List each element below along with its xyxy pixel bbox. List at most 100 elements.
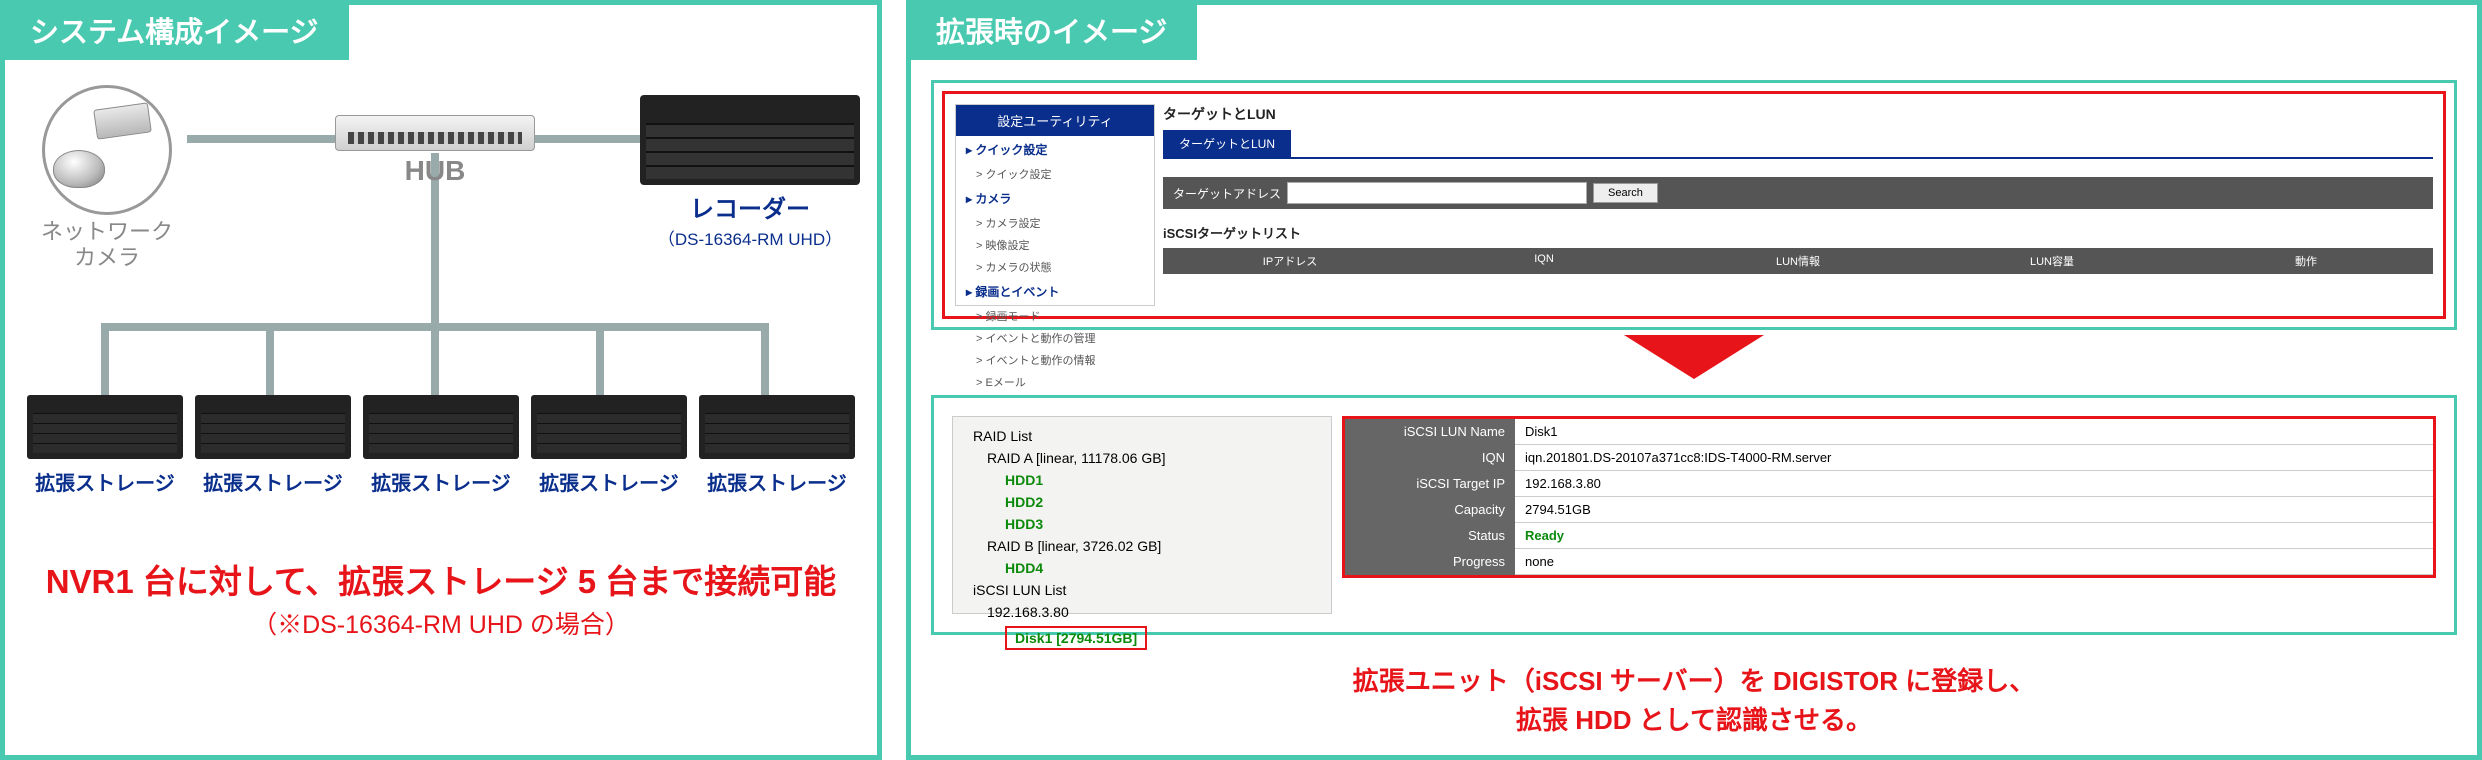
diagram-right: 設定ユーティリティ ▸ クイック設定> クイック設定▸ カメラ> カメラ設定> … <box>911 65 2477 755</box>
tree-hdd4: HDD4 <box>961 557 1323 579</box>
storage-unit: 拡張ストレージ <box>195 395 351 496</box>
camera-icon-circle <box>42 85 172 215</box>
arrow-down-icon <box>1624 335 1764 379</box>
wire <box>101 323 109 399</box>
panel-expansion: 拡張時のイメージ 設定ユーティリティ ▸ クイック設定> クイック設定▸ カメラ… <box>906 0 2482 760</box>
search-button[interactable]: Search <box>1593 183 1658 203</box>
nav-item[interactable]: ▸ クイック設定 <box>956 136 1154 163</box>
tree-disk-highlight: Disk1 [2794.51GB] <box>1005 626 1147 650</box>
page-title: ターゲットとLUN <box>1163 104 2433 124</box>
camera-label: ネットワークカメラ <box>23 219 191 272</box>
target-address-input[interactable] <box>1287 182 1587 204</box>
tree-hdd: HDD1 <box>961 469 1323 491</box>
nav-item[interactable]: ▸ 録画とイベント <box>956 278 1154 305</box>
screenshot-b: RAID List RAID A [linear, 11178.06 GB] H… <box>931 395 2457 635</box>
tab-target-lun[interactable]: ターゲットとLUN <box>1163 130 1291 157</box>
nav-item[interactable]: > Eメール <box>956 371 1154 393</box>
panel-system-composition: システム構成イメージ ネットワークカメラ HUB レコーダー （DS-16364… <box>0 0 882 760</box>
tab-title-left: システム構成イメージ <box>0 0 349 60</box>
camera-block: ネットワークカメラ <box>23 85 191 272</box>
target-list-header: IPアドレスIQNLUN情報LUN容量動作 <box>1163 248 2433 274</box>
nav-item[interactable]: > イベントと動作の情報 <box>956 349 1154 371</box>
lun-property-table: iSCSI LUN NameDisk1IQNiqn.201801.DS-2010… <box>1342 416 2436 578</box>
property-value: Ready <box>1515 523 2433 549</box>
nav-header: 設定ユーティリティ <box>956 105 1154 136</box>
storage-unit: 拡張ストレージ <box>699 395 855 496</box>
storage-label: 拡張ストレージ <box>27 467 183 496</box>
property-value: iqn.201801.DS-20107a371cc8:IDS-T4000-RM.… <box>1515 445 2433 471</box>
storage-unit: 拡張ストレージ <box>531 395 687 496</box>
nav-item[interactable]: > 映像設定 <box>956 234 1154 256</box>
storage-icon <box>363 395 519 459</box>
recorder-subtitle: （DS-16364-RM UHD） <box>635 225 865 250</box>
storage-unit: 拡張ストレージ <box>27 395 183 496</box>
nav-item[interactable]: > クイック設定 <box>956 163 1154 185</box>
wire <box>761 323 769 399</box>
table-header-cell: IPアドレス <box>1163 248 1417 274</box>
main-panel: ターゲットとLUN ターゲットとLUN ターゲットアドレス Search iSC… <box>1163 104 2433 306</box>
property-row: IQNiqn.201801.DS-20107a371cc8:IDS-T4000-… <box>1345 445 2433 471</box>
wire <box>596 323 604 399</box>
tab-title-right: 拡張時のイメージ <box>906 0 1197 60</box>
nav-item[interactable]: > 録画モード <box>956 305 1154 327</box>
storage-icon <box>195 395 351 459</box>
recorder-title: レコーダー <box>635 189 865 224</box>
storage-icon <box>699 395 855 459</box>
nvr-icon <box>640 95 860 185</box>
tree-lun-list: iSCSI LUN List <box>961 579 1323 601</box>
nav-item[interactable]: > イベントと動作の管理 <box>956 327 1154 349</box>
search-label: ターゲットアドレス <box>1173 185 1281 202</box>
property-row: StatusReady <box>1345 523 2433 549</box>
wire <box>533 135 643 143</box>
nav-item[interactable]: > カメラ設定 <box>956 212 1154 234</box>
wire <box>431 323 439 399</box>
subline: （※DS-16364-RM UHD の場合） <box>5 605 877 641</box>
screenshot-a: 設定ユーティリティ ▸ クイック設定> クイック設定▸ カメラ> カメラ設定> … <box>931 80 2457 330</box>
dome-camera-icon <box>53 150 105 188</box>
wire <box>187 135 337 143</box>
diagram-left: ネットワークカメラ HUB レコーダー （DS-16364-RM UHD） 拡張… <box>5 65 877 755</box>
raid-tree: RAID List RAID A [linear, 11178.06 GB] H… <box>952 416 1332 614</box>
wire <box>266 323 274 399</box>
property-key: IQN <box>1345 445 1515 471</box>
headline: NVR1 台に対して、拡張ストレージ 5 台まで接続可能 <box>5 555 877 603</box>
storage-label: 拡張ストレージ <box>363 467 519 496</box>
storage-label: 拡張ストレージ <box>195 467 351 496</box>
target-list-title: iSCSIターゲットリスト <box>1163 223 2433 242</box>
property-value: Disk1 <box>1515 419 2433 445</box>
property-row: iSCSI Target IP192.168.3.80 <box>1345 471 2433 497</box>
tree-hdd: HDD2 <box>961 491 1323 513</box>
table-header-cell: LUN容量 <box>1925 248 2179 274</box>
expansion-caption: 拡張ユニット（iSCSI サーバー）を DIGISTOR に登録し、拡張 HDD… <box>911 662 2477 740</box>
table-header-cell: IQN <box>1417 248 1671 274</box>
storage-label: 拡張ストレージ <box>699 467 855 496</box>
nav-panel: 設定ユーティリティ ▸ クイック設定> クイック設定▸ カメラ> カメラ設定> … <box>955 104 1155 306</box>
property-key: iSCSI Target IP <box>1345 471 1515 497</box>
property-row: Capacity2794.51GB <box>1345 497 2433 523</box>
tree-hdd: HDD3 <box>961 513 1323 535</box>
storage-label: 拡張ストレージ <box>531 467 687 496</box>
property-key: iSCSI LUN Name <box>1345 419 1515 445</box>
storage-icon <box>27 395 183 459</box>
nav-item[interactable]: ▸ カメラ <box>956 185 1154 212</box>
tree-raid-list: RAID List <box>961 425 1323 447</box>
property-row: iSCSI LUN NameDisk1 <box>1345 419 2433 445</box>
property-key: Status <box>1345 523 1515 549</box>
tree-ip: 192.168.3.80 <box>961 601 1323 623</box>
storage-row: 拡張ストレージ拡張ストレージ拡張ストレージ拡張ストレージ拡張ストレージ <box>27 395 855 496</box>
property-value: 192.168.3.80 <box>1515 471 2433 497</box>
bullet-camera-icon <box>93 102 152 139</box>
storage-unit: 拡張ストレージ <box>363 395 519 496</box>
hub-block: HUB <box>335 115 535 187</box>
storage-icon <box>531 395 687 459</box>
tree-raid-a: RAID A [linear, 11178.06 GB] <box>961 447 1323 469</box>
search-row: ターゲットアドレス Search <box>1163 177 2433 209</box>
hub-label: HUB <box>335 155 535 187</box>
property-value: 2794.51GB <box>1515 497 2433 523</box>
property-row: Progressnone <box>1345 549 2433 575</box>
nav-item[interactable]: > カメラの状態 <box>956 256 1154 278</box>
recorder-block: レコーダー （DS-16364-RM UHD） <box>635 95 865 250</box>
property-key: Progress <box>1345 549 1515 575</box>
property-value: none <box>1515 549 2433 575</box>
table-header-cell: LUN情報 <box>1671 248 1925 274</box>
